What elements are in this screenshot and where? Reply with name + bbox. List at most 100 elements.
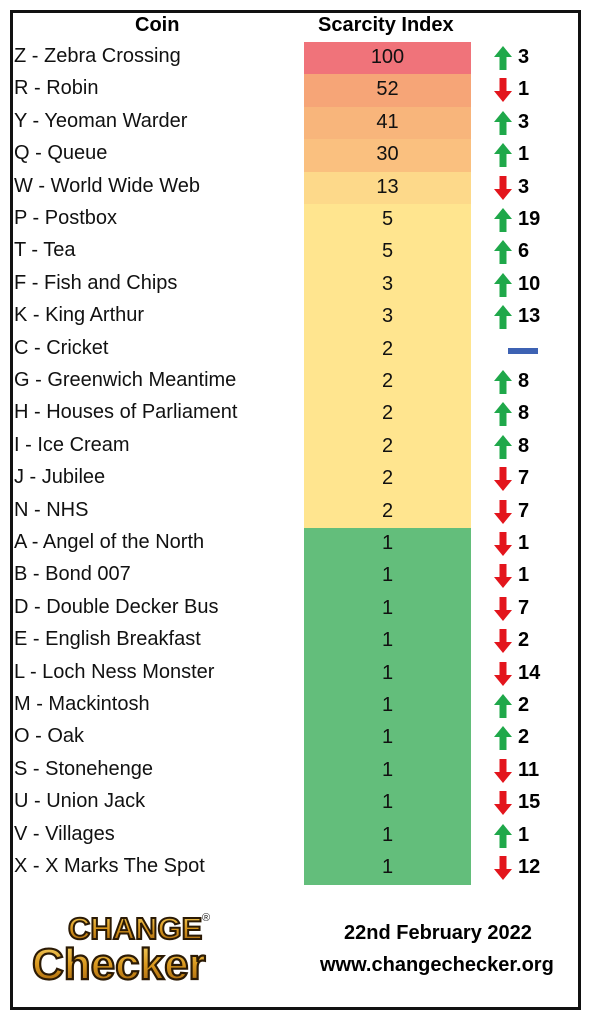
scarcity-cell	[304, 819, 471, 853]
scarcity-value: 2	[381, 499, 394, 522]
rank-change: 8	[518, 434, 530, 457]
table-row: A - Angel of the North 1 1	[0, 528, 595, 561]
arrow-down-icon	[494, 661, 512, 686]
coin-name: F - Fish and Chips	[14, 271, 178, 294]
scarcity-cell	[304, 754, 471, 788]
arrow-up-icon	[494, 305, 512, 330]
column-header-coin: Coin	[135, 14, 180, 36]
arrow-up-icon	[494, 110, 512, 135]
table-row: L - Loch Ness Monster 1 14	[0, 657, 595, 691]
scarcity-cell	[304, 690, 471, 723]
scarcity-cell	[304, 204, 471, 237]
arrow-up-icon	[494, 694, 512, 718]
change-checker-logo: CHANGE ® Checker	[31, 910, 210, 987]
coin-name: Y - Yeoman Warder	[14, 109, 188, 132]
coin-name: T - Tea	[14, 239, 76, 262]
coin-name: J - Jubilee	[14, 466, 106, 489]
coin-name: G - Greenwich Meantime	[14, 369, 237, 391]
scarcity-value: 2	[381, 434, 394, 457]
report-date: 22nd February 2022	[344, 922, 532, 944]
table-row: M - Mackintosh 1 2	[0, 690, 595, 723]
scarcity-value: 1	[381, 661, 394, 684]
scarcity-cell	[304, 528, 471, 561]
coin-name: U - Union Jack	[14, 790, 146, 813]
table-row: R - Robin 52 1	[0, 74, 595, 108]
scarcity-cell	[304, 42, 471, 75]
scarcity-value: 3	[381, 305, 394, 328]
rank-change: 10	[518, 272, 541, 295]
arrow-up-icon	[494, 434, 512, 459]
rank-change: 13	[518, 305, 541, 328]
coin-name: B - Bond 007	[14, 563, 131, 586]
scarcity-value: 1	[381, 564, 394, 587]
arrow-up-icon	[494, 726, 512, 751]
arrow-up-icon	[494, 240, 512, 265]
scarcity-value: 2	[381, 370, 394, 392]
coin-name: W - World Wide Web	[14, 174, 200, 197]
table-row: X - X Marks The Spot 1 12	[0, 852, 595, 885]
table-row: J - Jubilee 2 7	[0, 463, 595, 497]
coin-name: N - NHS	[14, 498, 89, 521]
table-row: I - Ice Cream 2 8	[0, 430, 595, 464]
rank-change: 14	[518, 661, 541, 684]
scarcity-cell	[304, 852, 471, 885]
scarcity-value: 1	[381, 532, 394, 554]
scarcity-value: 2	[381, 402, 394, 425]
scarcity-cell	[304, 301, 471, 335]
scarcity-cell	[304, 657, 471, 691]
arrow-down-icon	[494, 564, 512, 589]
rank-change: 1	[518, 823, 530, 846]
scarcity-value: 1	[381, 823, 394, 846]
rank-change: 2	[518, 694, 530, 716]
table-row: O - Oak 1 2	[0, 722, 595, 756]
coin-name: P - Postbox	[14, 207, 118, 229]
website-url[interactable]: www.changechecker.org	[320, 954, 554, 976]
arrow-up-icon	[494, 402, 512, 427]
table-row: W - World Wide Web 13 3	[0, 171, 595, 205]
no-change-dash-icon	[508, 347, 538, 354]
arrow-down-icon	[494, 758, 512, 783]
rank-change: 3	[518, 46, 530, 68]
table-row: E - English Breakfast 1 2	[0, 625, 595, 659]
arrow-up-icon	[494, 272, 512, 297]
arrow-up-icon	[494, 46, 512, 70]
table-row: Z - Zebra Crossing 100 3	[0, 42, 595, 75]
arrow-down-icon	[494, 856, 512, 880]
scarcity-value: 41	[376, 110, 399, 133]
coin-name: Z - Zebra Crossing	[14, 45, 181, 67]
table-row: T - Tea 5 6	[0, 236, 595, 270]
scarcity-value: 1	[381, 694, 394, 716]
scarcity-cell	[304, 398, 471, 432]
coin-name: O - Oak	[14, 725, 85, 748]
arrow-down-icon	[494, 467, 512, 492]
scarcity-value: 100	[370, 46, 405, 68]
scarcity-cell	[304, 430, 471, 464]
table-row: F - Fish and Chips 3 10	[0, 268, 595, 302]
table-row: V - Villages 1 1	[0, 819, 595, 853]
scarcity-cell	[304, 463, 471, 497]
rank-change: 3	[518, 110, 530, 133]
scarcity-value: 5	[381, 240, 394, 263]
table-row: P - Postbox 5 19	[0, 204, 595, 237]
arrow-down-icon	[494, 499, 512, 524]
rank-change: 12	[518, 856, 541, 878]
scarcity-value: 13	[376, 175, 399, 198]
table-row: U - Union Jack 1 15	[0, 787, 595, 821]
table-row: D - Double Decker Bus 1 7	[0, 592, 595, 626]
table-row: S - Stonehenge 1 11	[0, 754, 595, 788]
coin-name: Q - Queue	[14, 142, 108, 165]
coin-name: R - Robin	[14, 77, 99, 100]
rank-change: 7	[518, 467, 530, 490]
rank-change: 7	[518, 596, 530, 619]
coin-name: C - Cricket	[14, 336, 109, 359]
scarcity-cell	[304, 106, 471, 140]
coin-name: K - King Arthur	[14, 304, 145, 327]
column-header-scarcity-index: Scarcity Index	[318, 14, 454, 36]
rank-change: 11	[518, 758, 540, 781]
scarcity-cell	[304, 495, 471, 529]
table-row: K - King Arthur 3 13	[0, 301, 595, 335]
rank-change: 7	[518, 499, 530, 522]
table-row: H - Houses of Parliament 2 8	[0, 398, 595, 432]
scarcity-cell	[304, 333, 471, 367]
rank-change: 8	[518, 402, 530, 425]
